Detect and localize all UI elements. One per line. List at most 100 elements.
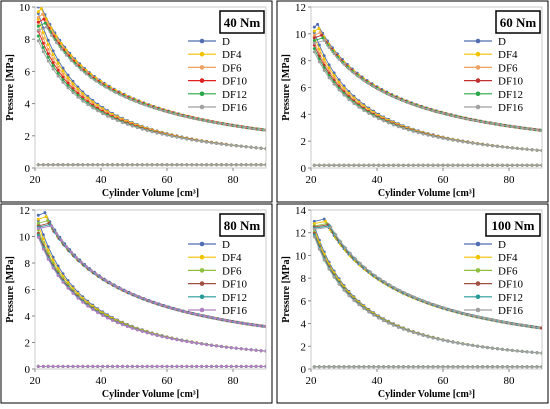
data-point [124,289,128,293]
data-point [51,67,55,71]
data-point [238,125,242,129]
data-point [392,365,395,369]
data-point [188,116,192,119]
data-point [466,163,470,167]
data-point [36,227,40,230]
data-point [392,95,395,99]
data-point [332,82,336,86]
data-point [378,277,382,281]
data-point [170,364,174,368]
data-point [512,322,516,326]
data-point [150,130,154,134]
data-point [145,163,149,167]
data-point [515,163,519,167]
data-point [96,109,100,113]
data-point [84,264,88,268]
data-point [248,322,251,326]
data-point [372,313,376,317]
data-point [500,145,504,149]
data-point [254,163,258,167]
data-point [441,136,445,140]
data-point [467,313,471,317]
data-point [168,111,172,115]
data-point [68,51,72,55]
data-point [318,31,322,34]
data-point [239,144,243,148]
data-point [170,134,174,138]
data-point [382,90,386,94]
data-point [259,364,263,368]
data-point [530,350,534,354]
y-tick-label: 8 [301,56,307,68]
data-point [461,116,465,120]
data-point [322,54,326,58]
data-point [51,64,55,68]
x-tick-label: 20 [30,174,42,186]
data-point [238,321,242,325]
data-point [153,301,157,305]
data-point [486,365,489,369]
data-point [456,115,460,119]
y-tick-label: 14 [295,205,307,217]
data-point [165,336,169,340]
data-point [322,217,326,221]
data-point [505,146,509,149]
data-point [535,128,539,132]
data-point [41,31,45,35]
data-point [411,365,415,369]
chart-title: 40 Nm [224,15,261,30]
chart-title: 60 Nm [500,15,537,30]
data-point [476,142,480,146]
data-point [79,260,83,264]
data-point [517,323,521,327]
data-point [510,125,514,129]
data-point [387,365,391,369]
data-point [461,365,465,369]
data-point [416,332,420,336]
data-point [377,87,381,91]
data-point [56,74,60,78]
legend-marker [199,65,205,70]
data-point [215,344,218,348]
legend-marker [475,91,481,97]
legend-item: DF6 [188,62,242,74]
legend-label: DF4 [222,49,242,61]
data-point [500,347,504,351]
data-point [342,163,346,167]
data-point [119,93,123,97]
data-point [165,163,169,167]
data-point [257,324,261,328]
data-point [264,147,266,151]
data-point [210,163,213,167]
data-point [224,163,228,167]
data-point [491,122,494,125]
data-point [173,307,177,311]
data-point [352,102,356,106]
data-point [530,365,534,369]
x-axis-label: Cylinder Volume [cm³] [102,389,199,400]
legend-label: DF12 [498,89,523,101]
data-point [363,266,367,270]
chart-title: 80 Nm [224,218,261,233]
data-point [234,163,238,167]
data-point [41,364,45,368]
y-tick-label: 2 [25,131,31,143]
data-point [41,46,45,49]
legend-item: D [188,239,230,251]
plot-area [310,209,543,370]
y-tick-label: 0 [25,364,31,376]
data-point [153,106,157,110]
data-point [377,163,381,167]
data-point [193,117,197,121]
data-point [215,364,218,368]
y-tick-label: 4 [301,319,307,331]
data-point [477,315,481,319]
legend-item: DF4 [188,49,242,61]
data-point [51,57,55,61]
data-point [165,133,169,137]
data-point [481,163,485,167]
data-point [175,338,179,342]
data-point [491,346,494,350]
data-point [114,91,118,95]
data-point [362,109,366,112]
